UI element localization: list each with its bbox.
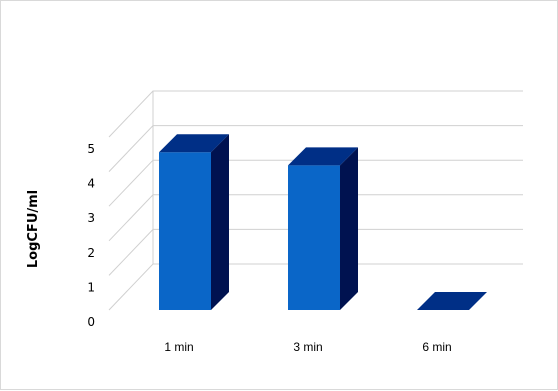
y-tick-label: 4 [87,177,95,191]
bar [417,292,487,310]
bar-top [288,147,358,166]
gridline [108,90,523,138]
x-tick-label: 3 min [293,340,322,354]
x-tick-label: 6 min [422,340,451,354]
bar [288,147,358,310]
y-tick-label: 3 [87,211,95,225]
x-tick-labels: 1 min 3 min 6 min [164,340,451,354]
y-tick-label: 2 [87,246,95,260]
bar-top [417,292,487,310]
y-tick-labels: 0 1 2 3 4 5 [87,142,95,329]
y-tick-label: 0 [87,315,95,329]
bar [159,134,229,310]
x-tick-label: 1 min [164,340,193,354]
bar-side [211,134,229,310]
y-axis-label: LogCFU/ml [26,190,41,268]
bar-side [340,147,358,310]
bar-front [288,165,340,310]
y-tick-label: 5 [87,142,95,156]
bar-front [159,152,211,310]
gridlines [108,90,523,311]
y-tick-label: 1 [87,280,95,294]
bar-top [159,134,229,153]
bars [159,134,487,310]
